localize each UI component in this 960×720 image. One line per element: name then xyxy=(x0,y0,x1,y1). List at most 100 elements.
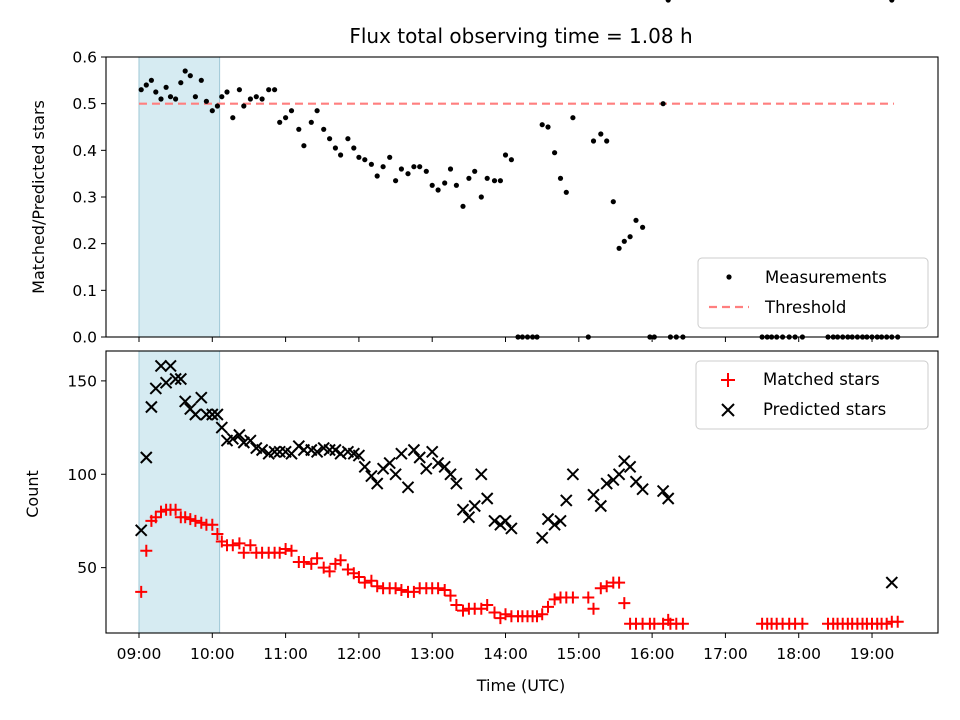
predicted-star-marker xyxy=(413,451,426,464)
matched-star-marker xyxy=(499,608,512,621)
predicted-star-marker xyxy=(365,469,378,483)
predicted-star-marker xyxy=(661,492,675,505)
predicted-star-marker xyxy=(370,477,384,490)
matched-star-marker xyxy=(594,582,607,595)
x-tick-label: 17:00 xyxy=(703,645,748,663)
measurement-point xyxy=(351,145,357,151)
matched-star-marker xyxy=(389,582,402,595)
measurement-point xyxy=(209,108,215,114)
matched-star-marker xyxy=(548,593,561,606)
predicted-star-marker xyxy=(560,494,573,507)
matched-star-marker xyxy=(432,582,445,595)
measurement-point xyxy=(277,119,283,125)
predicted-star-marker xyxy=(480,492,494,505)
predicted-star-marker xyxy=(450,477,463,490)
measurement-point xyxy=(557,175,564,181)
measurement-point xyxy=(453,182,459,188)
measurement-point xyxy=(484,175,490,181)
measurement-point xyxy=(368,161,374,167)
matched-star-marker xyxy=(676,617,689,630)
legend-matched-marker xyxy=(721,373,735,387)
predicted-star-marker xyxy=(145,400,158,414)
measurement-point xyxy=(590,138,597,144)
predicted-star-marker xyxy=(462,510,476,524)
matched-star-marker xyxy=(531,610,543,623)
matched-star-marker xyxy=(311,552,324,565)
measurement-point xyxy=(296,126,302,132)
matched-star-marker xyxy=(211,528,224,540)
measurement-point xyxy=(272,87,278,93)
bottom-y-axis-label: Count xyxy=(23,470,42,518)
predicted-star-marker xyxy=(140,451,153,464)
bottom-y-tick-label: 50 xyxy=(77,559,97,577)
measurement-point xyxy=(429,182,435,188)
predicted-star-marker xyxy=(226,432,240,446)
measurement-point xyxy=(545,124,551,130)
predicted-star-marker xyxy=(885,576,899,589)
measurement-point xyxy=(491,178,498,184)
measurement-point xyxy=(321,126,327,132)
top-y-tick-label: 0.4 xyxy=(72,142,97,160)
matched-star-marker xyxy=(279,543,292,555)
predicted-star-marker xyxy=(456,503,470,516)
measurement-point xyxy=(356,154,362,160)
measurement-point xyxy=(148,77,154,83)
bottom-y-ticks: 50 100 150 xyxy=(67,372,106,577)
legend-matched-label: Matched stars xyxy=(763,370,880,389)
measurement-point xyxy=(203,98,209,104)
measurement-point xyxy=(442,180,448,186)
measurement-point xyxy=(314,108,320,114)
matched-star-marker xyxy=(880,617,893,630)
measurement-point xyxy=(253,94,259,100)
x-axis-label: Time (UTC) xyxy=(476,676,565,695)
predicted-star-marker xyxy=(134,524,148,537)
predicted-star-marker xyxy=(425,445,439,459)
matched-star-marker xyxy=(358,576,371,589)
predicted-star-marker xyxy=(431,456,445,470)
measurement-point xyxy=(563,189,569,195)
measurement-point xyxy=(283,115,289,121)
predicted-star-marker xyxy=(164,359,177,373)
matched-star-marker xyxy=(305,557,318,570)
top-legend-box xyxy=(697,257,929,329)
matched-star-marker xyxy=(189,514,202,527)
predicted-star-marker xyxy=(329,443,342,457)
measurement-point xyxy=(640,224,646,230)
matched-star-marker xyxy=(323,565,336,578)
measurement-point xyxy=(604,138,610,144)
x-tick-label: 16:00 xyxy=(630,645,675,663)
predicted-star-marker xyxy=(323,443,336,457)
measurement-point xyxy=(411,164,417,170)
measurement-point xyxy=(616,245,622,251)
measurement-point xyxy=(241,103,247,109)
measurement-point xyxy=(387,154,393,160)
measurement-point xyxy=(539,122,545,128)
predicted-star-marker xyxy=(594,499,608,513)
legend-predicted-label: Predicted stars xyxy=(763,400,886,419)
predicted-star-marker xyxy=(244,434,257,447)
predicted-star-marker xyxy=(268,445,281,459)
matched-star-marker xyxy=(149,511,162,524)
predicted-star-marker xyxy=(401,481,415,494)
predicted-star-marker xyxy=(189,408,202,421)
matched-star-marker xyxy=(566,591,579,604)
predicted-star-marker xyxy=(554,514,567,528)
matched-star-marker xyxy=(233,537,246,550)
measurement-point xyxy=(660,101,666,107)
predicted-star-marker xyxy=(535,531,549,545)
matched-star-marker xyxy=(796,617,809,630)
measurement-point xyxy=(178,80,184,86)
matched-star-marker xyxy=(226,539,239,552)
measurement-point xyxy=(158,96,164,102)
measurement-point xyxy=(214,103,220,109)
measurement-point xyxy=(143,82,149,88)
matched-star-marker xyxy=(481,599,494,611)
measurement-point xyxy=(570,115,576,121)
matched-star-marker xyxy=(244,539,257,552)
measurement-point xyxy=(167,94,174,100)
measurement-point xyxy=(219,94,225,100)
predicted-star-marker xyxy=(475,468,488,481)
matched-star-marker xyxy=(438,584,451,596)
measurement-point xyxy=(230,115,236,121)
predicted-star-marker xyxy=(407,443,421,457)
